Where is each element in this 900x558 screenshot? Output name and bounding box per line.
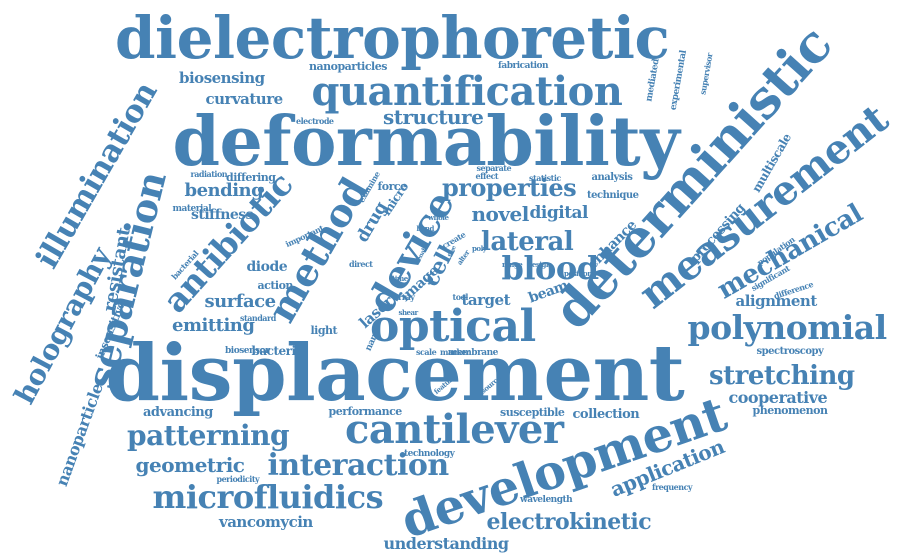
word-scale: scale — [416, 347, 437, 357]
word-effect: effect — [475, 171, 499, 181]
word-collection: collection — [572, 406, 640, 422]
word-understanding: understanding — [383, 534, 510, 553]
word-differing: differing — [226, 170, 276, 184]
word-direct: direct — [349, 259, 373, 269]
word-novel: novel — [471, 202, 530, 226]
word-patterning: patterning — [127, 419, 290, 452]
word-blood: blood — [501, 249, 600, 287]
word-separate: separate — [476, 163, 512, 173]
word-light: light — [310, 323, 338, 337]
word-time: time — [392, 273, 408, 283]
word-spectroscopy: spectroscopy — [756, 346, 824, 357]
word-emitting: emitting — [172, 315, 255, 336]
word-performance: performance — [328, 404, 403, 418]
word-biosensor: biosensor — [225, 345, 270, 356]
word-marker: marker — [440, 347, 470, 357]
word-cooperative: cooperative — [728, 388, 828, 407]
word-alignment: alignment — [735, 291, 818, 310]
word-stiffness: stiffness — [191, 207, 254, 223]
word-diode: diode — [246, 259, 288, 275]
word-poly: poly — [472, 243, 487, 253]
word-bending: bending — [184, 180, 264, 201]
word-band: band — [416, 223, 435, 233]
word-electrokinetic: electrokinetic — [486, 509, 652, 535]
word-fabrication: fabrication — [498, 60, 549, 71]
word-range: range — [502, 259, 523, 269]
word-cantilever: cantilever — [345, 406, 564, 453]
word-structure: structure — [383, 105, 484, 129]
word-susceptible: susceptible — [500, 405, 565, 419]
word-array: array — [393, 292, 415, 302]
word-technique: technique — [587, 190, 639, 201]
word-digital: digital — [529, 202, 589, 223]
word-wavelength: wavelength — [520, 494, 573, 505]
word-electrode: electrode — [296, 116, 334, 126]
word-curvature: curvature — [205, 89, 284, 108]
word-target: target — [461, 290, 511, 309]
word-experimental: experimental — [668, 49, 689, 111]
word-action: action — [257, 278, 294, 292]
word-nanoparticles: nanoparticles — [309, 59, 387, 73]
word-technology: technology — [404, 448, 455, 459]
word-polynomial: polynomial — [687, 307, 888, 347]
word-frequency: frequency — [652, 482, 693, 492]
word-bacteria: bacteria — [251, 344, 304, 358]
word-statistic: statistic — [529, 173, 561, 183]
word-optical: optical — [370, 301, 536, 352]
word-design: design — [527, 259, 551, 269]
word-surface: surface — [204, 291, 277, 312]
word-shear: shear — [398, 307, 419, 317]
word-position: position — [564, 268, 592, 278]
word-quantification: quantification — [311, 68, 623, 115]
word-force: force — [377, 179, 408, 193]
word-geometric: geometric — [135, 453, 246, 477]
word-lateral: lateral — [481, 227, 574, 257]
word-vancomycin: vancomycin — [219, 512, 313, 531]
word-phenomenon: phenomenon — [752, 403, 829, 417]
word-dielectrophoretic: dielectrophoretic — [115, 4, 670, 72]
word-biosensing: biosensing — [179, 68, 265, 87]
word-supervisor: supervisor — [697, 52, 715, 96]
word-stretching: stretching — [709, 361, 855, 391]
word-whole: whole — [428, 212, 449, 222]
word-radiation: radiation — [190, 169, 228, 179]
word-microfluidics: microfluidics — [152, 478, 384, 516]
word-periodicity: periodicity — [216, 474, 260, 484]
word-interaction: interaction — [267, 448, 450, 483]
word-analysis: analysis — [591, 172, 633, 183]
word-membrane: membrane — [448, 347, 498, 358]
word-displacement: displacement — [105, 328, 685, 419]
word-alter: alter — [454, 247, 472, 267]
word-advancing: advancing — [143, 404, 213, 420]
word-properties: properties — [442, 173, 577, 202]
word-material: material — [172, 203, 212, 214]
word-tool: tool — [452, 292, 469, 302]
word-deformability: deformability — [172, 102, 680, 182]
word-nanoparticle: nanoparticle — [52, 380, 107, 489]
word-standard: standard — [240, 313, 276, 323]
